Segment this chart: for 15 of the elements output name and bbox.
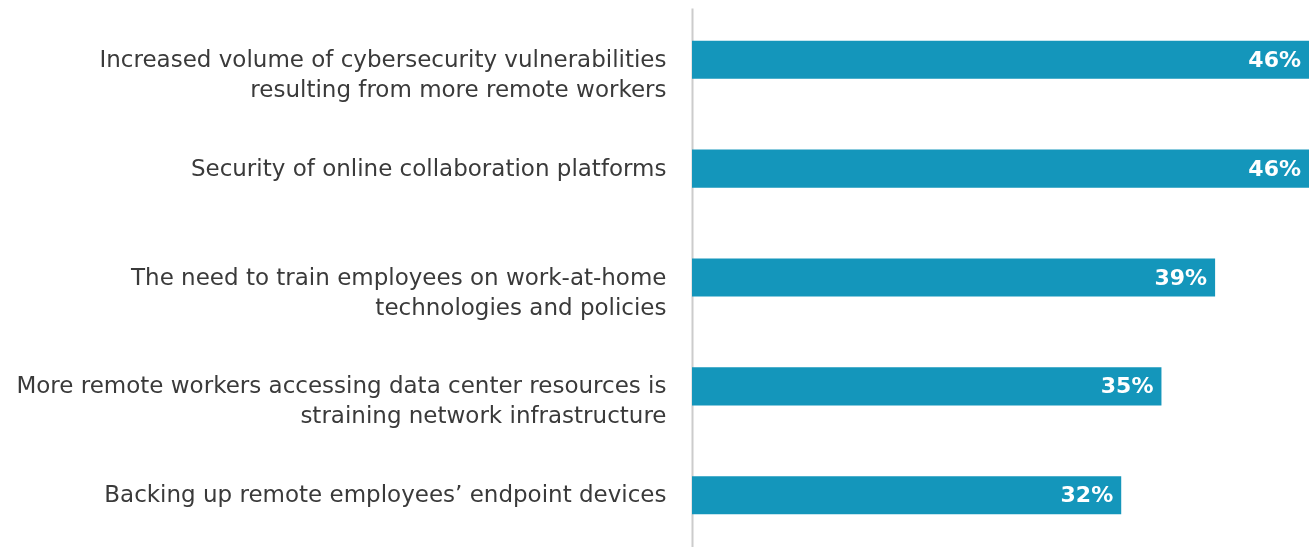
bar [692,367,1162,406]
data-label: 35% [1100,373,1154,399]
bar [692,149,1309,188]
data-label: 46% [1248,155,1301,181]
y-tick-label: The need to train employees on work-at-home technologies and policies [130,263,667,320]
y-tick-label: Backing up remote employees’ endpoint devices [104,481,667,508]
data-label: 46% [1248,46,1301,72]
data-label: 39% [1154,264,1208,290]
bar [692,476,1122,515]
y-tick-label: More remote workers accessing data center resources is straining network infrastructure [16,372,667,429]
bar [692,40,1309,79]
data-label: 32% [1060,482,1114,508]
y-tick-label: Increased volume of cybersecurity vulnerabilities resulting from more remote workers [99,45,667,102]
y-tick-label: Security of online collaboration platforms [190,154,667,181]
bar [692,258,1216,297]
